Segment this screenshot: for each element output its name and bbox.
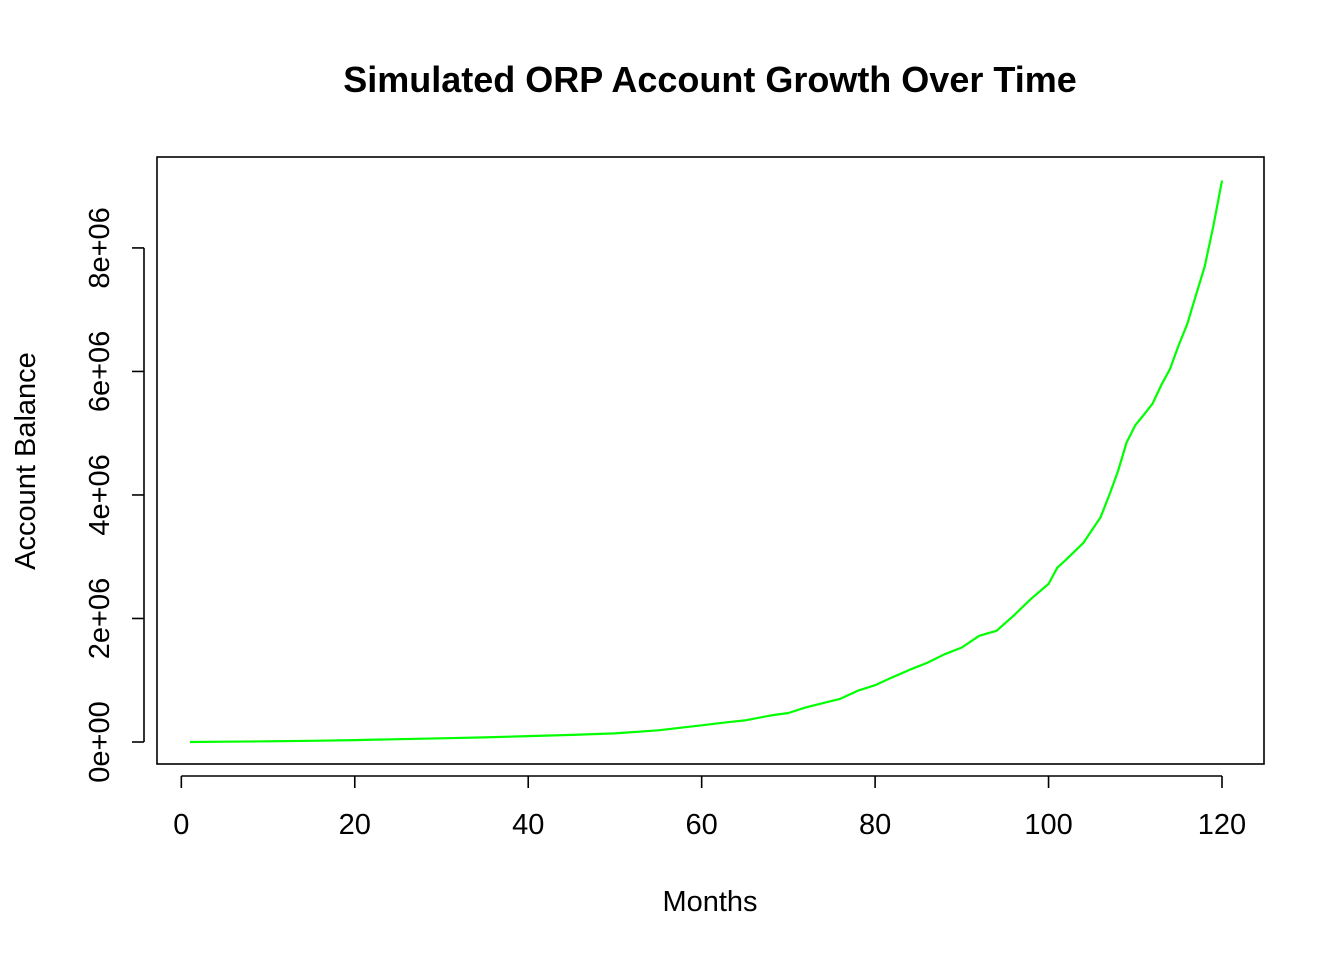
x-tick-label: 40 <box>512 809 544 841</box>
y-axis: 0e+00 2e+06 4e+06 6e+06 8e+06 <box>84 207 145 783</box>
y-tick-label: 2e+06 <box>84 578 116 659</box>
x-tick-label: 80 <box>859 809 891 841</box>
x-tick-label: 60 <box>686 809 718 841</box>
x-tick-label: 120 <box>1198 809 1246 841</box>
x-tick-label: 0 <box>173 809 189 841</box>
y-tick-label: 4e+06 <box>84 454 116 535</box>
y-tick-label: 8e+06 <box>84 207 116 288</box>
y-axis-label: Account Balance <box>10 352 42 570</box>
series-layer <box>189 180 1224 744</box>
x-tick-label: 100 <box>1024 809 1072 841</box>
x-axis-label: Months <box>662 886 757 918</box>
plot-frame <box>156 156 1265 765</box>
x-tick-label: 20 <box>339 809 371 841</box>
x-axis: 0 20 40 60 80 100 120 <box>173 775 1246 841</box>
series-line-0 <box>189 180 1224 744</box>
y-tick-label: 0e+00 <box>84 701 116 782</box>
chart-title: Simulated ORP Account Growth Over Time <box>343 59 1076 100</box>
y-tick-label: 6e+06 <box>84 331 116 412</box>
